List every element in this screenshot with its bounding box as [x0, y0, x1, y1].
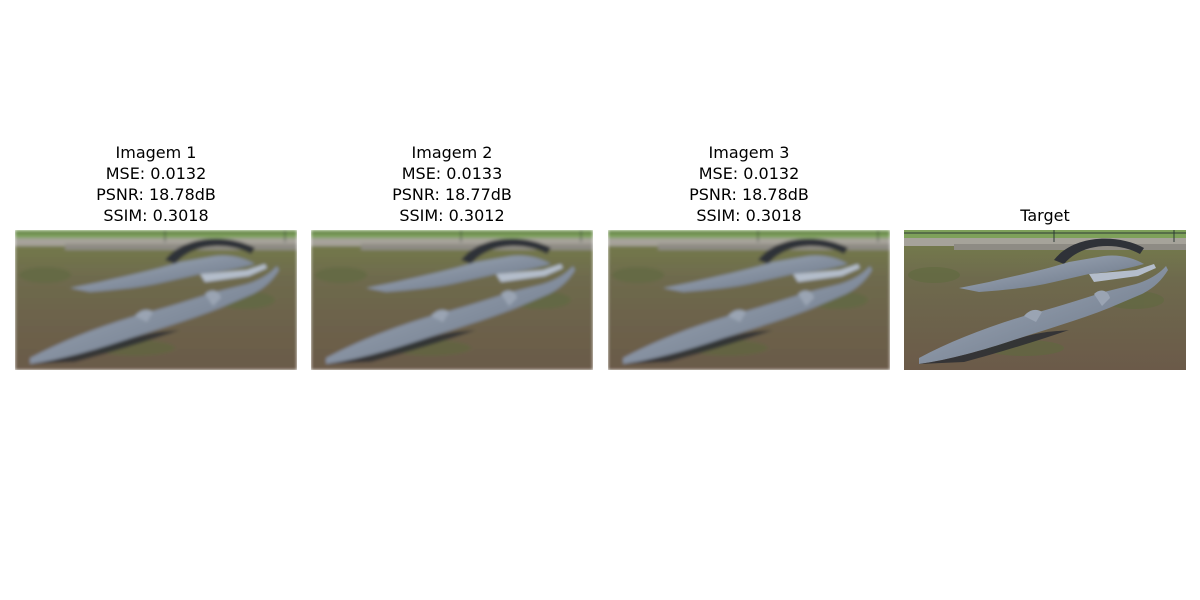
panel-title-block: Imagem 3 MSE: 0.0132 PSNR: 18.78dB SSIM:…	[608, 142, 890, 226]
panel-title: Imagem 1	[115, 143, 197, 162]
target-image	[904, 230, 1186, 370]
panel-title-block: Target	[904, 205, 1186, 226]
panel-title: Imagem 2	[411, 143, 493, 162]
reconstructed-image-3	[608, 230, 890, 370]
reconstructed-image-1	[15, 230, 297, 370]
ssim-metric: SSIM: 0.3018	[103, 206, 209, 225]
mse-metric: MSE: 0.0132	[105, 164, 207, 183]
mse-metric: MSE: 0.0133	[401, 164, 503, 183]
ssim-metric: SSIM: 0.3012	[399, 206, 505, 225]
psnr-metric: PSNR: 18.78dB	[96, 185, 216, 204]
panel-imagem-3: Imagem 3 MSE: 0.0132 PSNR: 18.78dB SSIM:…	[608, 0, 890, 600]
panel-title-block: Imagem 1 MSE: 0.0132 PSNR: 18.78dB SSIM:…	[15, 142, 297, 226]
mse-metric: MSE: 0.0132	[698, 164, 800, 183]
psnr-metric: PSNR: 18.77dB	[392, 185, 512, 204]
panel-title: Target	[1020, 206, 1070, 225]
panel-title-block: Imagem 2 MSE: 0.0133 PSNR: 18.77dB SSIM:…	[311, 142, 593, 226]
psnr-metric: PSNR: 18.78dB	[689, 185, 809, 204]
reconstructed-image-2	[311, 230, 593, 370]
panel-imagem-1: Imagem 1 MSE: 0.0132 PSNR: 18.78dB SSIM:…	[15, 0, 297, 600]
panel-target: Target	[904, 0, 1186, 600]
ssim-metric: SSIM: 0.3018	[696, 206, 802, 225]
panel-title: Imagem 3	[708, 143, 790, 162]
panel-imagem-2: Imagem 2 MSE: 0.0133 PSNR: 18.77dB SSIM:…	[311, 0, 593, 600]
